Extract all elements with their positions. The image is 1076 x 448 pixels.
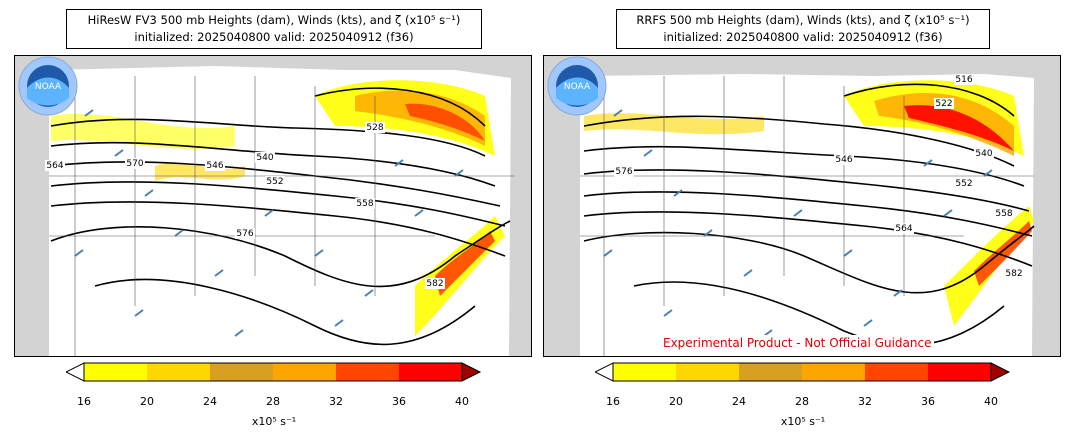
colorbar-tick: 32	[858, 395, 872, 408]
colorbar-bin-24	[210, 363, 273, 381]
contour-label: 522	[935, 99, 952, 109]
colorbar-bin-20	[676, 363, 739, 381]
colorbar-tick: 40	[455, 395, 469, 408]
colorbar-tick: 28	[266, 395, 280, 408]
svg-text:NOAA: NOAA	[35, 82, 62, 92]
vorticity-shading	[584, 80, 1034, 326]
colorbar	[595, 360, 1011, 384]
state-borders	[580, 76, 1034, 356]
vorticity-shading	[51, 80, 505, 336]
contour-label: 528	[366, 123, 383, 133]
colorbar-bin-28	[273, 363, 336, 381]
colorbar-max-arrow	[461, 362, 482, 382]
contour-label: 516	[955, 75, 972, 85]
map-svg: 528 540 546 552 558 564 570 576 582	[45, 66, 515, 356]
colorbar-tick: 28	[795, 395, 809, 408]
colorbar-min-arrow	[595, 362, 614, 382]
colorbar-svg	[595, 362, 1011, 382]
colorbar-max-arrow	[990, 362, 1011, 382]
colorbar-tick: 16	[606, 395, 620, 408]
colorbar-bin-28	[802, 363, 865, 381]
colorbar-unit-label: x10⁵ s⁻¹	[251, 415, 297, 428]
contour-label: 552	[955, 179, 972, 189]
contour-label: 582	[1005, 269, 1022, 279]
colorbar-bin-32	[865, 363, 928, 381]
experimental-disclaimer: Experimental Product - Not Official Guid…	[660, 335, 935, 351]
colorbar	[66, 360, 482, 384]
colorbar-tick: 20	[140, 395, 154, 408]
contour-labels: 516 522 540 546 552 558 564 576 582	[614, 74, 1024, 279]
panel-hireswfv3: HiResW FV3 500 mb Heights (dam), Winds (…	[14, 0, 534, 448]
contour-labels: 528 540 546 552 558 564 570 576 582	[45, 122, 445, 289]
svg-text:NOAA: NOAA	[564, 82, 591, 92]
height-contours	[50, 87, 511, 346]
colorbar-bin-36	[928, 363, 991, 381]
title-line-1: HiResW FV3 500 mb Heights (dam), Winds (…	[87, 13, 461, 27]
colorbar-tick: 32	[329, 395, 343, 408]
colorbar-tick: 36	[921, 395, 935, 408]
contour-label: 540	[975, 149, 992, 159]
colorbar-tick: 24	[732, 395, 746, 408]
colorbar-tick: 40	[984, 395, 998, 408]
contour-label: 546	[206, 161, 223, 171]
noaa-logo-icon: NOAA	[18, 56, 78, 116]
contour-label: 582	[426, 279, 443, 289]
colorbar-bin-16	[613, 363, 676, 381]
land-area	[580, 74, 1034, 356]
title-line-1: RRFS 500 mb Heights (dam), Winds (kts), …	[636, 13, 970, 27]
title-line-2: initialized: 2025040800 valid: 202504091…	[663, 30, 943, 44]
contour-label: 546	[835, 155, 852, 165]
contour-label: 558	[995, 209, 1012, 219]
contour-label: 564	[46, 161, 63, 171]
colorbar-tick: 20	[669, 395, 683, 408]
colorbar-tick: 36	[392, 395, 406, 408]
map-svg: 516 522 540 546 552 558 564 576 582	[580, 74, 1035, 356]
panel-rrfs: RRFS 500 mb Heights (dam), Winds (kts), …	[543, 0, 1063, 448]
map-plot: 528 540 546 552 558 564 570 576 582 NOAA	[14, 55, 532, 357]
colorbar-svg	[66, 362, 482, 382]
noaa-logo-icon: NOAA	[547, 56, 607, 116]
panel-title: HiResW FV3 500 mb Heights (dam), Winds (…	[66, 9, 482, 49]
contour-label: 558	[356, 199, 373, 209]
title-line-2: initialized: 2025040800 valid: 202504091…	[134, 30, 414, 44]
colorbar-bin-36	[399, 363, 462, 381]
contour-label: 576	[615, 167, 632, 177]
colorbar-unit-label: x10⁵ s⁻¹	[780, 415, 826, 428]
colorbar-bin-32	[336, 363, 399, 381]
map-plot: 516 522 540 546 552 558 564 576 582 NOAA Experim…	[543, 55, 1061, 357]
contour-label: 552	[266, 177, 283, 187]
contour-label: 570	[126, 159, 143, 169]
colorbar-bin-20	[147, 363, 210, 381]
contour-label: 564	[895, 224, 912, 234]
panel-title: RRFS 500 mb Heights (dam), Winds (kts), …	[616, 9, 990, 49]
colorbar-tick: 24	[203, 395, 217, 408]
contour-label: 540	[256, 153, 273, 163]
colorbar-bin-24	[739, 363, 802, 381]
contour-label: 576	[236, 229, 253, 239]
colorbar-tick: 16	[77, 395, 91, 408]
colorbar-bin-16	[84, 363, 147, 381]
colorbar-min-arrow	[66, 362, 85, 382]
